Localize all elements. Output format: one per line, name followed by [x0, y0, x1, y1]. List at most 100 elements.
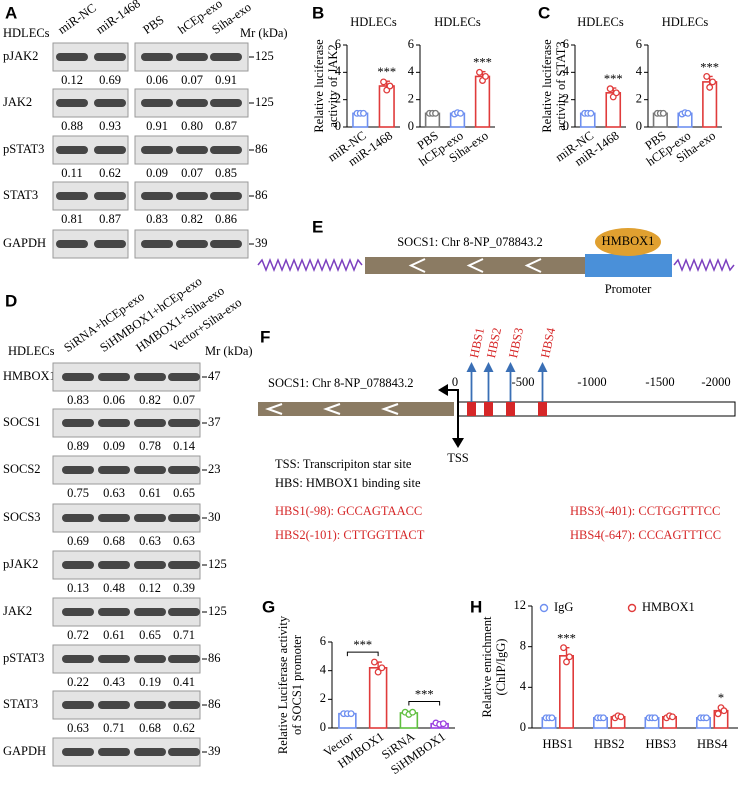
hbs-label: HBS3: [506, 326, 526, 359]
cell-line: HDLECs: [8, 344, 55, 358]
data-point: [560, 644, 568, 652]
bar: [368, 666, 388, 729]
panel-e-diagram: SOCS1: Chr 8-NP_078843.2 HMBOX1 Promoter: [257, 228, 735, 296]
band: [62, 466, 94, 474]
factor-label: HMBOX1: [602, 234, 655, 248]
quantification: 0.89: [67, 439, 89, 453]
data-point: [380, 78, 387, 86]
band: [62, 419, 94, 427]
quantification: 0.63: [67, 721, 89, 735]
data-point: [360, 109, 367, 117]
mr-label: 39: [208, 744, 221, 758]
band: [94, 240, 126, 248]
scale-label: -500: [512, 375, 535, 389]
data-point: [566, 653, 573, 661]
protein-label: STAT3: [3, 188, 38, 202]
site-sequence: HBS2(-101): CTTGGTTACT: [275, 528, 425, 542]
chart-title: HDLECs: [662, 15, 709, 29]
quantification: 0.69: [67, 534, 89, 548]
lane-label: PBS: [140, 13, 166, 37]
band: [168, 419, 200, 427]
quantification: 0.83: [146, 212, 168, 226]
chevron: [466, 258, 484, 273]
chart-title: HDLECs: [434, 15, 481, 29]
y-tick-label: 2: [563, 92, 569, 106]
data-point: [659, 109, 667, 117]
band: [168, 466, 200, 474]
significance: ***: [473, 56, 492, 70]
data-point: [347, 710, 355, 718]
band: [62, 701, 94, 709]
panel-letter: B: [312, 3, 324, 22]
chevron: [265, 403, 283, 415]
band: [168, 748, 200, 756]
protein-label: SOCS3: [3, 510, 41, 524]
band: [62, 748, 94, 756]
y-tick-label: 0: [335, 119, 341, 133]
quantification: 0.86: [215, 212, 237, 226]
data-point: [599, 714, 607, 722]
y-tick-label: 0: [408, 119, 414, 133]
mr-label: 86: [255, 142, 268, 156]
band: [210, 53, 242, 61]
data-point: [617, 713, 625, 721]
y-tick-label: 8: [520, 639, 526, 653]
y-tick-label: 4: [408, 64, 415, 78]
quantification: 0.88: [61, 119, 83, 133]
quantification: 0.80: [181, 119, 203, 133]
band: [98, 466, 130, 474]
data-point: [714, 710, 722, 718]
quantification: 0.87: [215, 119, 237, 133]
scale-label: 0: [452, 375, 458, 389]
mr-label: 125: [208, 604, 227, 618]
site-sequence: HBS3(-401): CCTGGTTTCC: [570, 504, 720, 518]
quantification: 0.93: [99, 119, 121, 133]
y-axis-label: Relative luciferase: [540, 39, 554, 133]
quantification: 0.91: [215, 73, 237, 87]
chevron: [408, 258, 426, 273]
band: [210, 146, 242, 154]
quantification: 0.43: [103, 675, 125, 689]
data-point: [651, 714, 659, 722]
band: [134, 373, 166, 381]
band: [98, 608, 130, 616]
band: [134, 419, 166, 427]
quantification: 0.39: [173, 581, 195, 595]
band: [141, 146, 173, 154]
data-point: [476, 68, 483, 76]
band: [134, 561, 166, 569]
quantification: 0.09: [103, 439, 125, 453]
band: [98, 561, 130, 569]
hbs-site: [484, 402, 493, 416]
quantification: 0.12: [61, 73, 83, 87]
panel-letter: H: [470, 597, 482, 616]
scale-label: -2000: [701, 375, 730, 389]
hbs-label: HBS4: [538, 326, 558, 360]
scale-label: -1000: [577, 375, 606, 389]
arrow-head: [438, 384, 448, 396]
y-axis-label: activity of JAK2: [326, 44, 340, 127]
protein-label: pSTAT3: [3, 142, 44, 156]
data-point: [702, 714, 710, 722]
data-point: [386, 82, 394, 90]
mr-label: 86: [208, 697, 221, 711]
band: [134, 701, 166, 709]
quantification: 0.06: [146, 73, 168, 87]
tss-label: TSS: [447, 451, 469, 465]
quantification: 0.07: [181, 166, 203, 180]
y-tick-label: 4: [335, 64, 342, 78]
data-point: [709, 78, 717, 86]
y-tick-label: 0: [320, 720, 326, 734]
significance: ***: [604, 72, 623, 86]
quantification: 0.71: [103, 721, 125, 735]
panel-letter: E: [312, 217, 323, 236]
bar: [559, 655, 574, 729]
band: [94, 192, 126, 200]
quantification: 0.78: [139, 439, 161, 453]
y-tick-label: 12: [514, 598, 527, 612]
y-tick-label: 0: [563, 119, 569, 133]
quantification: 0.14: [173, 439, 196, 453]
chevron: [524, 258, 542, 273]
band: [56, 192, 88, 200]
